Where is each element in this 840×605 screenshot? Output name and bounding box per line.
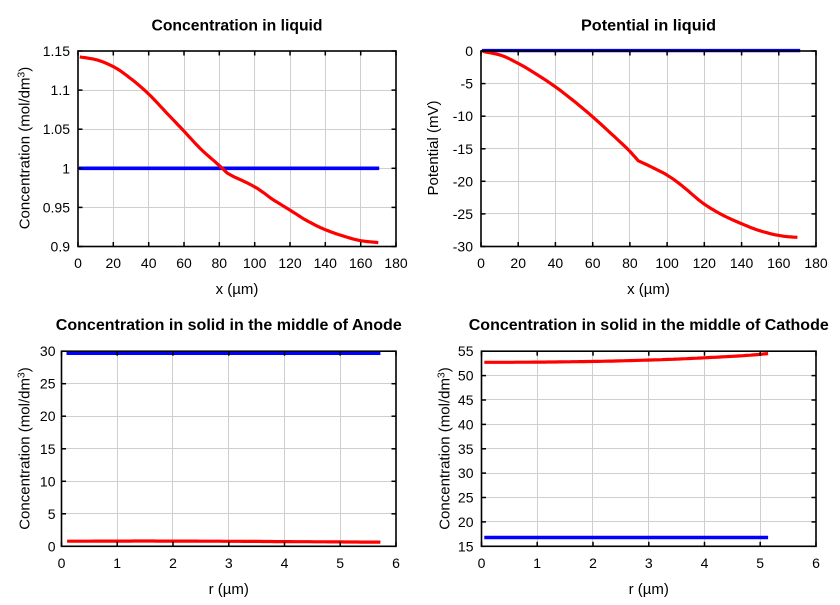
svg-text:0: 0 <box>465 43 473 59</box>
svg-text:35: 35 <box>458 441 474 457</box>
svg-text:x (µm): x (µm) <box>216 281 259 298</box>
svg-text:180: 180 <box>384 255 408 271</box>
svg-text:-5: -5 <box>461 76 474 92</box>
svg-text:120: 120 <box>693 255 717 271</box>
svg-text:1: 1 <box>113 555 121 571</box>
svg-text:Concentration in liquid: Concentration in liquid <box>152 18 323 35</box>
svg-text:25: 25 <box>458 490 474 506</box>
svg-text:40: 40 <box>458 416 474 432</box>
svg-text:r (µm): r (µm) <box>629 581 669 598</box>
svg-text:80: 80 <box>622 255 638 271</box>
svg-text:50: 50 <box>458 368 474 384</box>
svg-text:4: 4 <box>701 555 709 571</box>
svg-text:0.95: 0.95 <box>43 199 70 215</box>
svg-text:80: 80 <box>212 255 228 271</box>
svg-text:Concentration (mol/dm3): Concentration (mol/dm3) <box>16 367 34 530</box>
svg-text:1: 1 <box>533 555 541 571</box>
svg-text:6: 6 <box>812 555 820 571</box>
svg-text:0: 0 <box>477 255 485 271</box>
svg-text:x (µm): x (µm) <box>627 281 670 298</box>
svg-text:Concentration (mol/dm3): Concentration (mol/dm3) <box>16 67 34 230</box>
svg-text:140: 140 <box>314 255 338 271</box>
svg-text:160: 160 <box>349 255 373 271</box>
svg-text:20: 20 <box>510 255 526 271</box>
svg-text:160: 160 <box>767 255 791 271</box>
svg-text:-20: -20 <box>453 173 473 189</box>
svg-text:2: 2 <box>589 555 597 571</box>
svg-text:Potential in liquid: Potential in liquid <box>581 18 716 35</box>
svg-text:-25: -25 <box>453 206 473 222</box>
svg-text:Concentration in solid in the: Concentration in solid in the middle of … <box>469 317 829 334</box>
svg-text:3: 3 <box>225 555 233 571</box>
svg-text:-15: -15 <box>453 141 473 157</box>
svg-text:Concentration (mol/dm3): Concentration (mol/dm3) <box>436 367 454 530</box>
svg-text:0: 0 <box>58 555 66 571</box>
svg-text:10: 10 <box>40 473 56 489</box>
svg-text:4: 4 <box>281 555 289 571</box>
svg-text:45: 45 <box>458 392 474 408</box>
svg-text:40: 40 <box>141 255 157 271</box>
svg-text:r (µm): r (µm) <box>209 581 249 598</box>
svg-text:0.9: 0.9 <box>51 239 71 255</box>
svg-text:25: 25 <box>40 376 56 392</box>
svg-text:-30: -30 <box>453 239 473 255</box>
svg-text:-10: -10 <box>453 108 473 124</box>
svg-text:0: 0 <box>478 555 486 571</box>
svg-text:140: 140 <box>730 255 754 271</box>
svg-text:0: 0 <box>48 538 56 554</box>
svg-text:Concentration in solid in the: Concentration in solid in the middle of … <box>56 317 402 334</box>
svg-text:2: 2 <box>169 555 177 571</box>
svg-text:60: 60 <box>585 255 601 271</box>
svg-text:1: 1 <box>62 160 70 176</box>
svg-text:180: 180 <box>804 255 828 271</box>
svg-text:1.1: 1.1 <box>51 82 71 98</box>
svg-text:20: 20 <box>458 514 474 530</box>
svg-text:55: 55 <box>458 343 474 359</box>
svg-text:100: 100 <box>655 255 679 271</box>
svg-text:Potential (mV): Potential (mV) <box>425 100 442 195</box>
svg-text:120: 120 <box>278 255 302 271</box>
svg-text:5: 5 <box>756 555 764 571</box>
svg-text:15: 15 <box>40 441 56 457</box>
svg-text:60: 60 <box>176 255 192 271</box>
svg-text:30: 30 <box>458 465 474 481</box>
svg-text:30: 30 <box>40 343 56 359</box>
svg-text:5: 5 <box>48 506 56 522</box>
svg-text:20: 20 <box>106 255 122 271</box>
svg-text:6: 6 <box>392 555 400 571</box>
svg-text:15: 15 <box>458 538 474 554</box>
svg-text:3: 3 <box>645 555 653 571</box>
svg-text:40: 40 <box>548 255 564 271</box>
svg-text:1.15: 1.15 <box>43 43 70 59</box>
svg-text:5: 5 <box>336 555 344 571</box>
svg-text:1.05: 1.05 <box>43 121 70 137</box>
svg-text:0: 0 <box>74 255 82 271</box>
svg-text:20: 20 <box>40 408 56 424</box>
svg-text:100: 100 <box>243 255 267 271</box>
